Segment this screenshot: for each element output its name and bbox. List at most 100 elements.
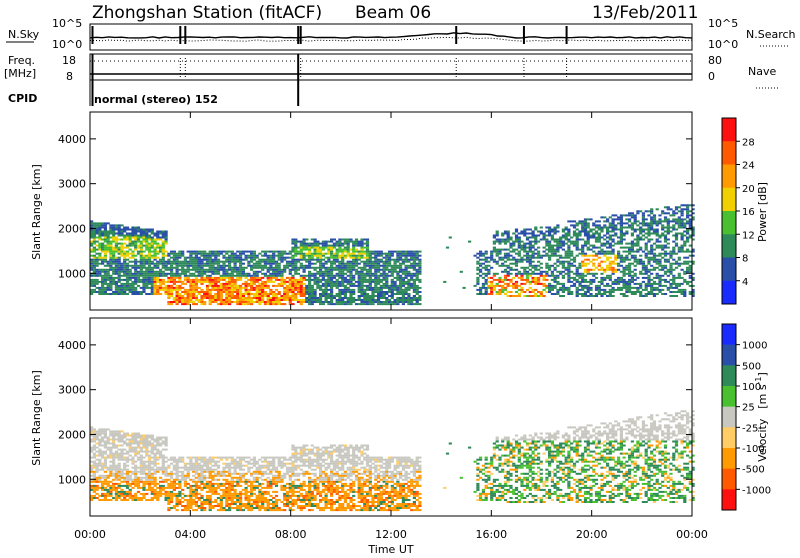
power-echo-cell — [253, 265, 256, 267]
power-echo-cell — [325, 267, 328, 269]
power-echo-cell — [507, 249, 510, 251]
power-echo-cell — [338, 265, 341, 267]
power-echo-cell — [612, 291, 615, 293]
power-echo-cell — [581, 247, 584, 249]
power-echo-cell — [631, 247, 634, 249]
power-echo-cell — [598, 291, 601, 293]
power-echo-cell — [286, 297, 289, 299]
power-echo-cell — [686, 208, 689, 210]
power-echo-cell — [504, 261, 507, 263]
power-echo-cell — [567, 261, 570, 263]
velocity-echo-cell — [96, 451, 99, 453]
power-echo-cell — [118, 235, 121, 237]
power-echo-cell — [151, 241, 154, 243]
power-echo-cell — [661, 227, 664, 229]
power-echo-cell — [603, 291, 606, 293]
power-echo-cell — [96, 259, 99, 261]
power-echo-cell — [534, 253, 537, 255]
velocity-echo-cell — [129, 471, 132, 473]
power-echo-cell — [634, 222, 637, 224]
power-echo-cell — [581, 220, 584, 222]
power-echo-cell — [689, 271, 692, 273]
power-echo-cell — [112, 279, 115, 281]
power-echo-cell — [231, 259, 234, 261]
power-echo-cell — [562, 245, 565, 247]
power-echo-cell — [587, 285, 590, 287]
power-echo-cell — [556, 277, 559, 279]
power-echo-cell — [479, 291, 482, 293]
power-echo-cell — [416, 257, 419, 259]
power-echo-cell — [148, 277, 151, 279]
power-echo-cell — [656, 220, 659, 222]
power-echo-cell — [650, 287, 653, 289]
power-echo-cell — [587, 247, 590, 249]
power-echo-cell — [587, 243, 590, 245]
power-echo-cell — [380, 289, 383, 291]
power-echo-cell — [645, 283, 648, 285]
power-echo-cell — [405, 283, 408, 285]
power-echo-cell — [264, 253, 267, 255]
power-echo-cell — [606, 229, 609, 231]
power-echo-cell — [178, 255, 181, 257]
power-echo-cell — [595, 293, 598, 295]
power-echo-cell — [250, 269, 253, 271]
power-echo-cell — [256, 255, 259, 257]
power-echo-cell — [162, 287, 165, 289]
power-echo-cell — [518, 253, 521, 255]
power-echo-cell — [639, 293, 642, 295]
power-echo-cell — [515, 265, 518, 267]
power-echo-cell — [581, 239, 584, 241]
power-echo-cell — [482, 255, 485, 257]
power-echo-cell — [294, 265, 297, 267]
power-echo-cell — [537, 253, 540, 255]
power-echo-cell — [380, 295, 383, 297]
power-echo-cell — [614, 233, 617, 235]
power-echo-cell — [661, 245, 664, 247]
power-echo-cell — [258, 261, 261, 263]
power-echo-cell — [509, 267, 512, 269]
power-echo-cell — [636, 241, 639, 243]
power-echo-cell — [118, 273, 121, 275]
power-echo-cell — [479, 259, 482, 261]
velocity-echo-cell — [109, 435, 112, 437]
power-echo-cell — [507, 275, 510, 277]
power-echo-cell — [209, 255, 212, 257]
power-echo-cell — [156, 265, 159, 267]
power-echo-cell — [178, 301, 181, 303]
power-echo-cell — [520, 245, 523, 247]
power-echo-cell — [493, 237, 496, 239]
power-echo-cell — [567, 265, 570, 267]
power-echo-cell — [551, 265, 554, 267]
power-echo-cell — [165, 275, 168, 277]
velocity-echo-cell — [129, 445, 132, 447]
power-echo-cell — [683, 295, 686, 297]
power-echo-cell — [104, 241, 107, 243]
power-echo-cell — [341, 259, 344, 261]
power-echo-cell — [614, 289, 617, 291]
power-echo-cell — [394, 267, 397, 269]
power-echo-cell — [209, 303, 212, 305]
power-echo-cell — [399, 287, 402, 289]
power-echo-cell — [134, 259, 137, 261]
power-echo-cell — [551, 237, 554, 239]
power-echo-cell — [314, 255, 317, 257]
power-echo-cell — [554, 253, 557, 255]
power-echo-cell — [101, 231, 104, 233]
power-echo-cell — [369, 259, 372, 261]
power-echo-cell — [496, 263, 499, 265]
power-echo-cell — [523, 249, 526, 251]
power-echo-cell — [664, 267, 667, 269]
power-echo-cell — [264, 295, 267, 297]
power-echo-cell — [239, 253, 242, 255]
power-echo-cell — [129, 271, 132, 273]
power-echo-cell — [120, 245, 123, 247]
power-echo-cell — [407, 283, 410, 285]
power-echo-cell — [305, 293, 308, 295]
power-echo-cell — [554, 233, 557, 235]
power-echo-cell — [176, 299, 179, 301]
power-echo-cell — [634, 279, 637, 281]
power-echo-cell — [534, 239, 537, 241]
power-echo-cell — [264, 301, 267, 303]
power-echo-cell — [253, 283, 256, 285]
power-echo-cell — [222, 303, 225, 305]
